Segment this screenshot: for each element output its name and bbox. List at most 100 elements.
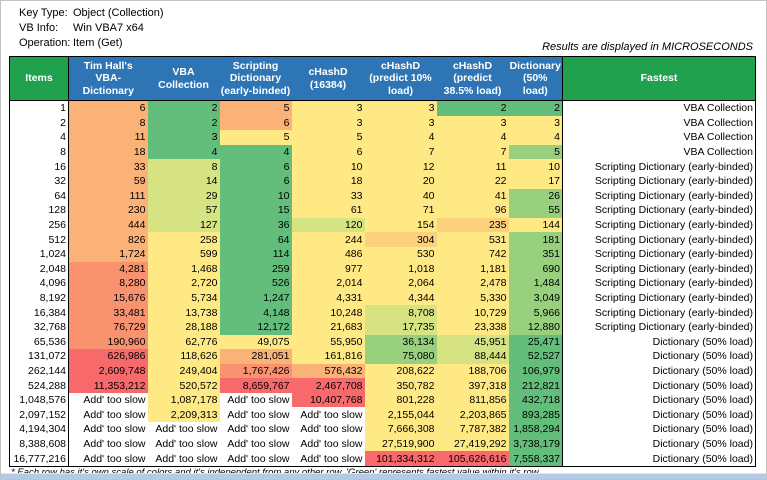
value-cell[interactable]: 259 bbox=[219, 261, 292, 277]
value-cell[interactable]: 18 bbox=[291, 173, 365, 189]
value-cell[interactable]: Add' too slow bbox=[291, 436, 365, 452]
value-cell[interactable]: 29 bbox=[147, 188, 220, 204]
fastest-cell[interactable]: Scripting Dictionary (early-binded) bbox=[562, 173, 756, 189]
items-cell[interactable]: 16,384 bbox=[9, 305, 69, 320]
value-cell[interactable]: 49,075 bbox=[219, 334, 292, 350]
items-cell[interactable]: 128 bbox=[9, 203, 69, 218]
value-cell[interactable]: 8 bbox=[147, 159, 220, 174]
value-cell[interactable]: 111 bbox=[68, 188, 148, 204]
fastest-cell[interactable]: Scripting Dictionary (early-binded) bbox=[562, 290, 756, 306]
value-cell[interactable]: 26 bbox=[508, 188, 563, 204]
items-cell[interactable]: 32,768 bbox=[9, 319, 69, 335]
fastest-cell[interactable]: Scripting Dictionary (early-binded) bbox=[562, 246, 756, 262]
fastest-cell[interactable]: Dictionary (50% load) bbox=[562, 422, 756, 437]
value-cell[interactable]: 64 bbox=[219, 232, 292, 247]
fastest-cell[interactable]: Scripting Dictionary (early-binded) bbox=[562, 319, 756, 335]
value-cell[interactable]: 826 bbox=[68, 232, 148, 247]
value-cell[interactable]: Add' too slow bbox=[147, 436, 220, 452]
value-cell[interactable]: 154 bbox=[364, 217, 437, 233]
value-cell[interactable]: 3 bbox=[291, 115, 365, 131]
value-cell[interactable]: Add' too slow bbox=[68, 392, 148, 408]
value-cell[interactable]: 7,666,308 bbox=[364, 422, 437, 437]
value-cell[interactable]: 55,950 bbox=[291, 334, 365, 350]
value-cell[interactable]: 2,478 bbox=[436, 276, 509, 291]
value-cell[interactable]: 2,467,708 bbox=[291, 378, 365, 393]
value-cell[interactable]: 6 bbox=[219, 115, 292, 131]
value-cell[interactable]: 15,676 bbox=[68, 290, 148, 306]
column-header[interactable]: Dictionary (50% load) bbox=[508, 56, 563, 101]
value-cell[interactable]: 2,014 bbox=[291, 276, 365, 291]
items-cell[interactable]: 256 bbox=[9, 217, 69, 233]
value-cell[interactable]: 106,979 bbox=[508, 363, 563, 379]
value-cell[interactable]: 71 bbox=[364, 203, 437, 218]
fastest-cell[interactable]: VBA Collection bbox=[562, 130, 756, 145]
value-cell[interactable]: 3 bbox=[508, 115, 563, 131]
value-cell[interactable]: Add' too slow bbox=[291, 451, 365, 467]
value-cell[interactable]: 18 bbox=[68, 144, 148, 160]
value-cell[interactable]: 486 bbox=[291, 246, 365, 262]
value-cell[interactable]: 1,087,178 bbox=[147, 392, 220, 408]
value-cell[interactable]: 2 bbox=[147, 100, 220, 116]
value-cell[interactable]: 8,708 bbox=[364, 305, 437, 320]
value-cell[interactable]: 1,484 bbox=[508, 276, 563, 291]
value-cell[interactable]: 2,064 bbox=[364, 276, 437, 291]
fastest-cell[interactable]: Dictionary (50% load) bbox=[562, 363, 756, 379]
value-cell[interactable]: 249,404 bbox=[147, 363, 220, 379]
value-cell[interactable]: 7,558,337 bbox=[508, 451, 563, 467]
value-cell[interactable]: 4 bbox=[436, 130, 509, 145]
value-cell[interactable]: 12 bbox=[364, 159, 437, 174]
value-cell[interactable]: 36,134 bbox=[364, 334, 437, 350]
value-cell[interactable]: 20 bbox=[364, 173, 437, 189]
items-cell[interactable]: 1,048,576 bbox=[9, 392, 69, 408]
value-cell[interactable]: 2,155,044 bbox=[364, 407, 437, 423]
value-cell[interactable]: 5,734 bbox=[147, 290, 220, 306]
value-cell[interactable]: Add' too slow bbox=[147, 451, 220, 467]
value-cell[interactable]: Add' too slow bbox=[68, 407, 148, 423]
value-cell[interactable]: 10,248 bbox=[291, 305, 365, 320]
items-cell[interactable]: 1,024 bbox=[9, 246, 69, 262]
value-cell[interactable]: 4,281 bbox=[68, 261, 148, 277]
value-cell[interactable]: 2 bbox=[147, 115, 220, 131]
value-cell[interactable]: 27,419,292 bbox=[436, 436, 509, 452]
value-cell[interactable]: 13,738 bbox=[147, 305, 220, 320]
value-cell[interactable]: Add' too slow bbox=[219, 407, 292, 423]
value-cell[interactable]: Add' too slow bbox=[68, 436, 148, 452]
column-header[interactable]: cHashD (predict 10% load) bbox=[364, 56, 437, 101]
value-cell[interactable]: 3 bbox=[364, 100, 437, 116]
value-cell[interactable]: Add' too slow bbox=[291, 422, 365, 437]
value-cell[interactable]: 41 bbox=[436, 188, 509, 204]
value-cell[interactable]: 350,782 bbox=[364, 378, 437, 393]
items-cell[interactable]: 65,536 bbox=[9, 334, 69, 350]
value-cell[interactable]: 2 bbox=[436, 100, 509, 116]
value-cell[interactable]: 1,018 bbox=[364, 261, 437, 277]
value-cell[interactable]: 5,330 bbox=[436, 290, 509, 306]
value-cell[interactable]: 397,318 bbox=[436, 378, 509, 393]
value-cell[interactable]: 230 bbox=[68, 203, 148, 218]
value-cell[interactable]: 15 bbox=[219, 203, 292, 218]
value-cell[interactable]: 5 bbox=[508, 144, 563, 160]
value-cell[interactable]: 11,353,212 bbox=[68, 378, 148, 393]
value-cell[interactable]: 33,481 bbox=[68, 305, 148, 320]
value-cell[interactable]: 5 bbox=[291, 130, 365, 145]
value-cell[interactable]: 4,148 bbox=[219, 305, 292, 320]
value-cell[interactable]: 3 bbox=[364, 115, 437, 131]
value-cell[interactable]: 120 bbox=[291, 217, 365, 233]
value-cell[interactable]: 811,856 bbox=[436, 392, 509, 408]
value-cell[interactable]: 304 bbox=[364, 232, 437, 247]
column-header[interactable]: Tim Hall's VBA-Dictionary bbox=[68, 56, 148, 101]
value-cell[interactable]: 977 bbox=[291, 261, 365, 277]
value-cell[interactable]: 6 bbox=[68, 100, 148, 116]
value-cell[interactable]: 36 bbox=[219, 217, 292, 233]
value-cell[interactable]: 10,729 bbox=[436, 305, 509, 320]
fastest-cell[interactable]: Scripting Dictionary (early-binded) bbox=[562, 232, 756, 247]
items-cell[interactable]: 4,096 bbox=[9, 276, 69, 291]
value-cell[interactable]: 3,049 bbox=[508, 290, 563, 306]
value-cell[interactable]: 258 bbox=[147, 232, 220, 247]
value-cell[interactable]: 57 bbox=[147, 203, 220, 218]
value-cell[interactable]: 530 bbox=[364, 246, 437, 262]
items-cell[interactable]: 64 bbox=[9, 188, 69, 204]
value-cell[interactable]: 4 bbox=[147, 144, 220, 160]
column-header[interactable]: cHashD (predict 38.5% load) bbox=[436, 56, 509, 101]
value-cell[interactable]: 526 bbox=[219, 276, 292, 291]
value-cell[interactable]: 893,285 bbox=[508, 407, 563, 423]
